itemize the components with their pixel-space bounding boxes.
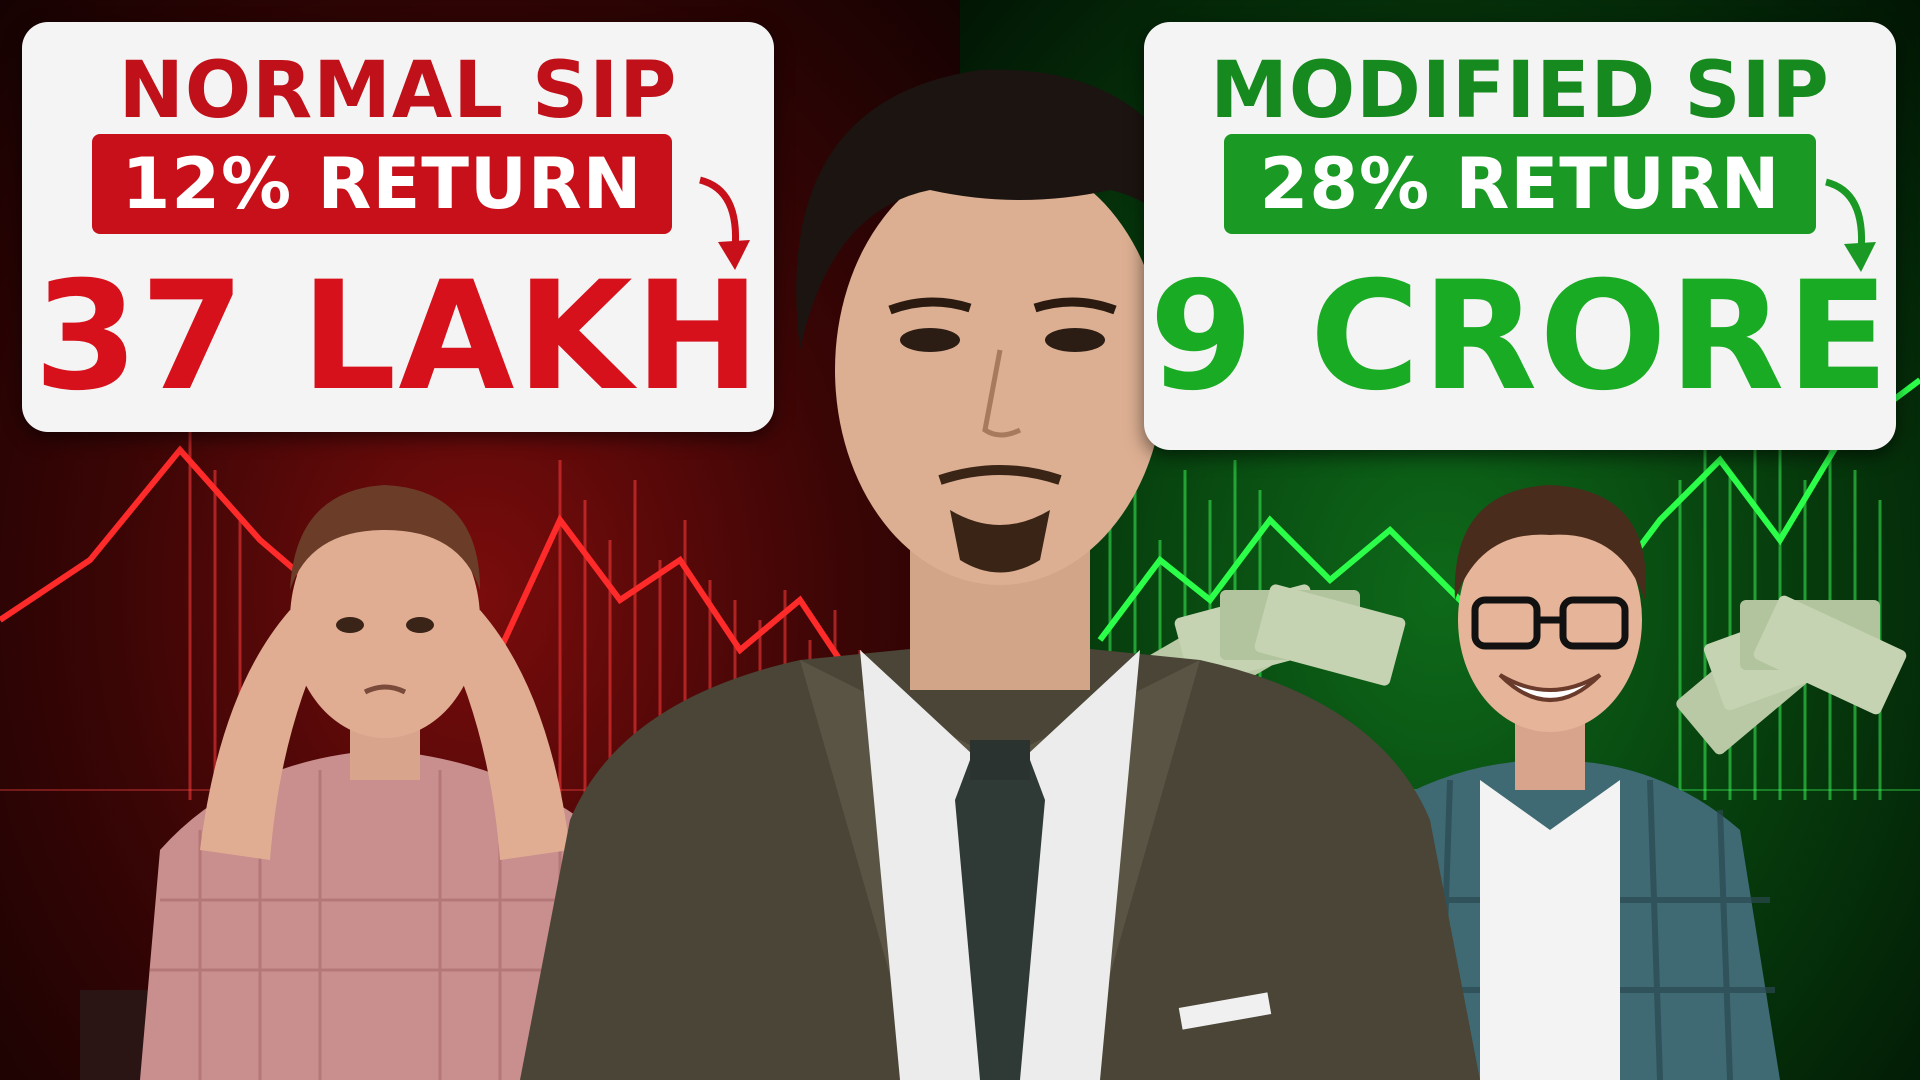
- red-price-line: [0, 445, 932, 695]
- cash-fan-left: [1144, 584, 1406, 719]
- presenter-image: [520, 69, 1480, 1080]
- presenter-hair: [796, 69, 1220, 350]
- presenter-tie: [955, 760, 1045, 1080]
- modified-sip-card: MODIFIED SIP 28% RETURN 9 CRORE: [1144, 22, 1896, 450]
- normal-sip-return-badge: 12% RETURN: [92, 134, 672, 234]
- modified-sip-return-badge: 28% RETURN: [1224, 134, 1816, 234]
- normal-sip-card: NORMAL SIP 12% RETURN 37 LAKH: [22, 22, 774, 432]
- modified-sip-amount: 9 CRORE: [1149, 250, 1891, 424]
- modified-sip-title: MODIFIED SIP: [1210, 46, 1830, 136]
- cash-fan-right: [1676, 595, 1907, 755]
- normal-sip-amount: 37 LAKH: [33, 250, 763, 424]
- normal-sip-title: NORMAL SIP: [118, 46, 678, 136]
- curved-arrow-down-icon: [1824, 178, 1876, 272]
- curved-arrow-down-icon: [698, 176, 750, 270]
